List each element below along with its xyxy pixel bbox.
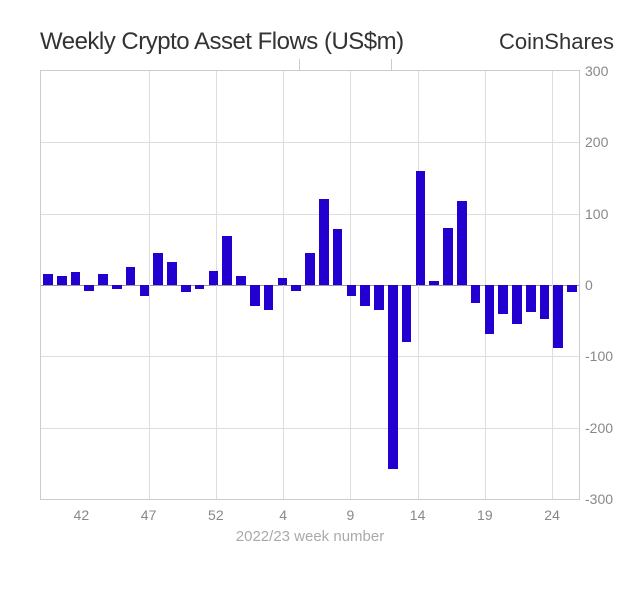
y-tick-label: 100 <box>585 206 621 222</box>
y-tick-label: -100 <box>585 348 621 364</box>
bar <box>140 285 150 296</box>
bar <box>553 285 563 348</box>
bars-group <box>41 71 579 499</box>
bar <box>236 276 246 285</box>
bar <box>512 285 522 324</box>
bar <box>278 278 288 285</box>
bar <box>540 285 550 319</box>
bar <box>153 253 163 285</box>
y-tick-label: 0 <box>585 277 621 293</box>
x-axis-title: 2022/23 week number <box>236 528 384 545</box>
bar <box>471 285 481 303</box>
bar <box>57 276 67 285</box>
bar <box>402 285 412 342</box>
bar <box>250 285 260 306</box>
top-axis-ticks <box>41 59 579 71</box>
bar <box>526 285 536 312</box>
chart-container: Weekly Crypto Asset Flows (US$m) CoinSha… <box>0 0 629 600</box>
bar <box>112 285 122 289</box>
bar <box>71 272 81 285</box>
bar <box>209 271 219 285</box>
bar <box>126 267 136 285</box>
bar <box>443 228 453 285</box>
x-tick-label: 14 <box>410 507 426 523</box>
bar <box>305 253 315 285</box>
bar <box>319 199 329 285</box>
bar <box>374 285 384 310</box>
bar <box>291 285 301 291</box>
bar <box>347 285 357 296</box>
bar <box>84 285 94 291</box>
y-tick-label: 300 <box>585 63 621 79</box>
y-tick-label: 200 <box>585 134 621 150</box>
bar <box>498 285 508 314</box>
y-tick-label: -200 <box>585 420 621 436</box>
bar <box>195 285 205 289</box>
bar <box>264 285 274 310</box>
bar <box>333 229 343 285</box>
bar <box>388 285 398 469</box>
bar <box>360 285 370 306</box>
top-tick <box>299 59 300 71</box>
bar <box>167 262 177 285</box>
top-tick <box>391 59 392 71</box>
x-tick-label: 24 <box>544 507 560 523</box>
bar <box>181 285 191 292</box>
x-tick-label: 42 <box>74 507 90 523</box>
bar <box>485 285 495 334</box>
x-tick-label: 52 <box>208 507 224 523</box>
x-tick-label: 47 <box>141 507 157 523</box>
x-tick-label: 9 <box>346 507 354 523</box>
bar <box>43 274 53 285</box>
bar <box>98 274 108 285</box>
bar <box>416 171 426 285</box>
plot-area: -300-200-1000100200300 42475249141924 20… <box>40 70 580 500</box>
y-tick-label: -300 <box>585 491 621 507</box>
bar <box>222 236 232 285</box>
bar <box>567 285 577 292</box>
chart-title: Weekly Crypto Asset Flows (US$m) <box>40 28 404 56</box>
bar <box>457 201 467 285</box>
x-tick-label: 19 <box>477 507 493 523</box>
bar <box>429 281 439 285</box>
chart-header: Weekly Crypto Asset Flows (US$m) CoinSha… <box>0 28 629 56</box>
brand-label: CoinShares <box>499 29 614 55</box>
x-tick-label: 4 <box>279 507 287 523</box>
